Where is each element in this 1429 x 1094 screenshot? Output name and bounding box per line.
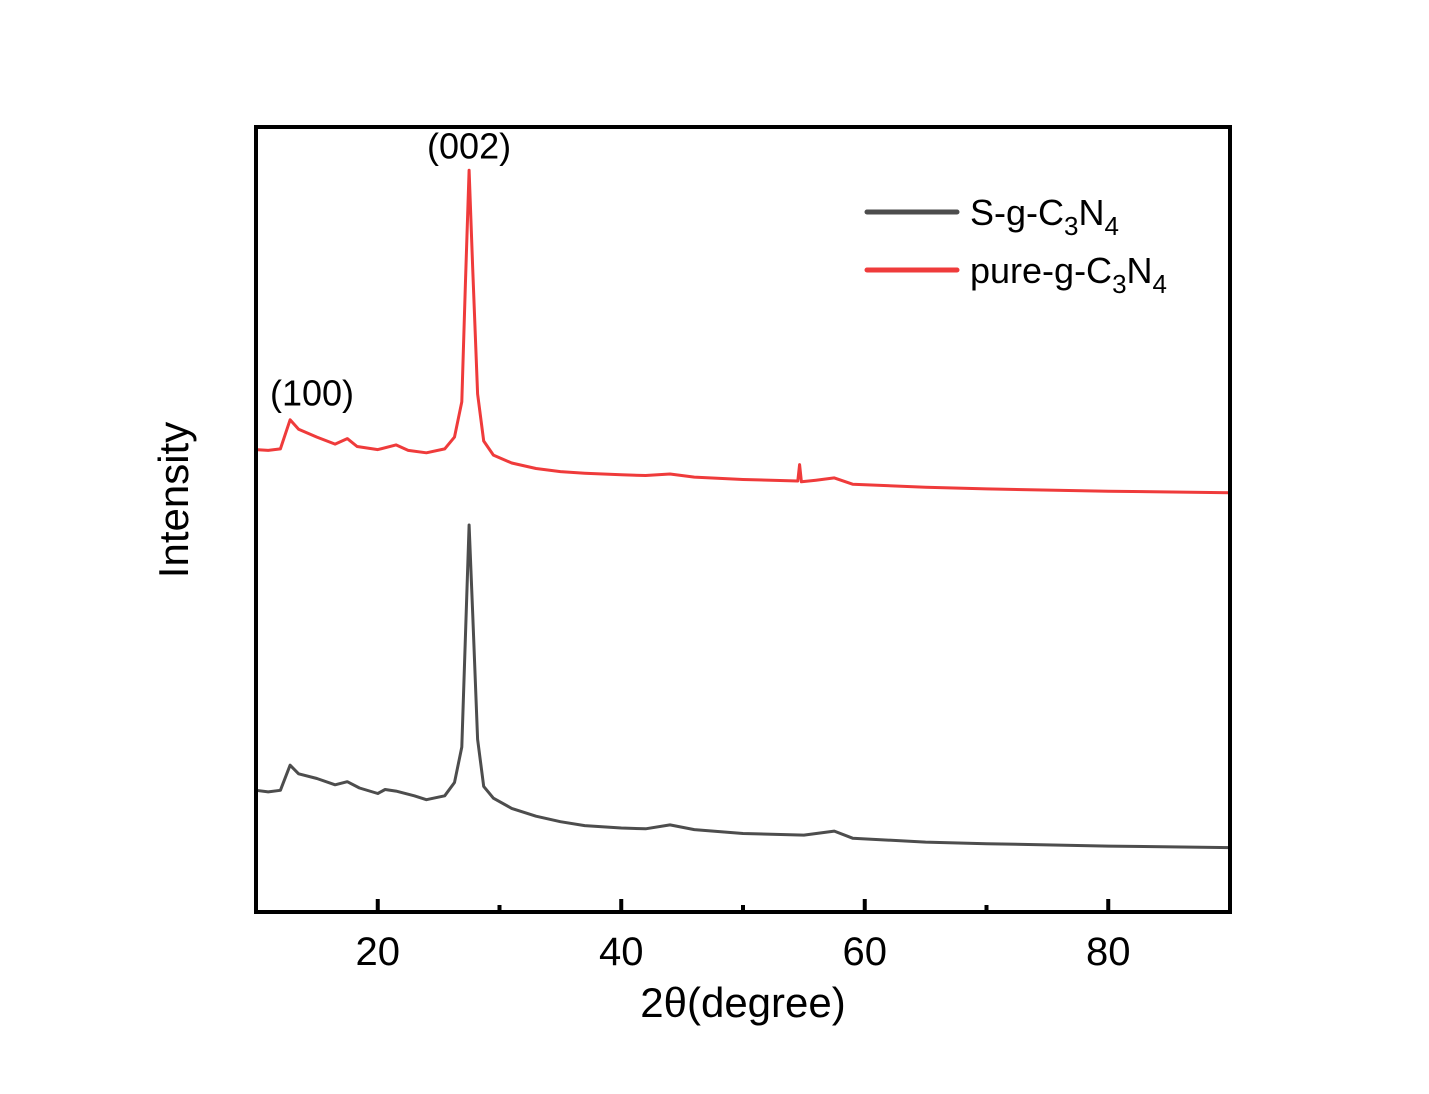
x-axis: 20 40 60 80 bbox=[356, 899, 1131, 974]
x-tick-label: 80 bbox=[1086, 930, 1131, 974]
series-line-1 bbox=[255, 168, 1231, 495]
series-layer bbox=[255, 168, 1231, 850]
plot-frame bbox=[254, 125, 1232, 914]
x-tick-label: 60 bbox=[843, 930, 888, 974]
x-axis-title: 2θ(degree) bbox=[640, 979, 845, 1026]
legend-label-0: S-g-C3N4 bbox=[970, 192, 1119, 241]
series-line-0 bbox=[255, 523, 1231, 850]
annotations: (002) (100) bbox=[270, 125, 511, 413]
peak-annotation: (002) bbox=[427, 125, 511, 166]
y-axis-title: Intensity bbox=[150, 422, 197, 578]
peak-annotation: (100) bbox=[270, 373, 354, 414]
x-tick-label: 20 bbox=[356, 930, 401, 974]
legend-label-1: pure-g-C3N4 bbox=[970, 250, 1167, 299]
legend: S-g-C3N4 pure-g-C3N4 bbox=[864, 192, 1167, 299]
x-tick-label: 40 bbox=[599, 930, 644, 974]
